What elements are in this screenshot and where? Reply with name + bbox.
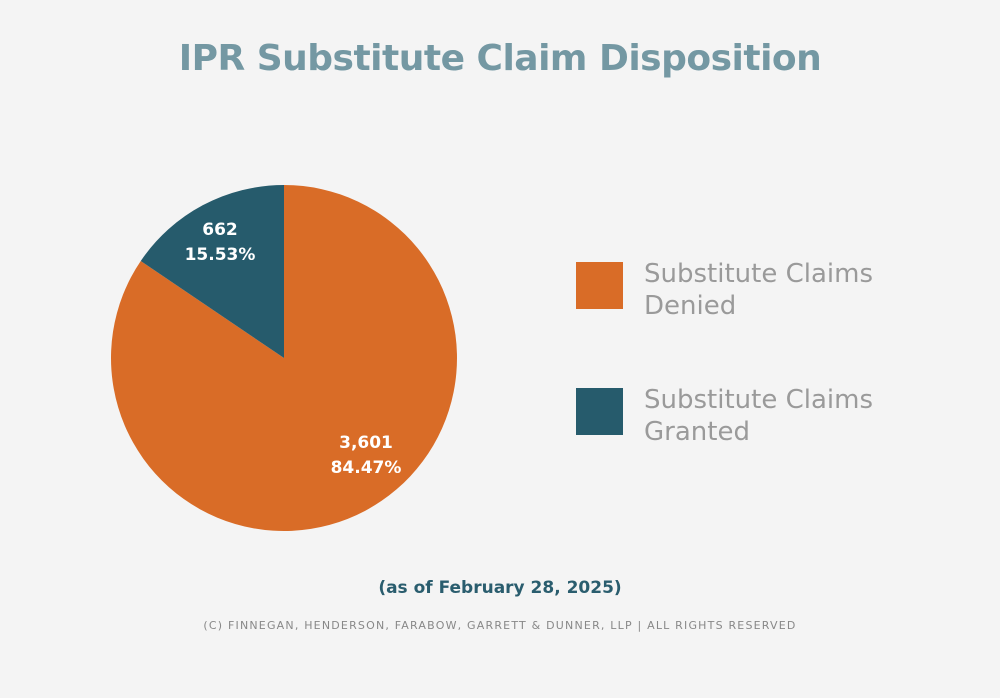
legend-swatch-denied — [576, 262, 623, 309]
chart-title: IPR Substitute Claim Disposition — [178, 38, 822, 79]
pie-slice-granted — [140, 185, 284, 358]
legend-label-granted: Substitute Claims Granted — [644, 385, 873, 447]
copyright-notice: (C) FINNEGAN, HENDERSON, FARABOW, GARRET… — [203, 619, 797, 632]
data-label-granted-percent: 15.53% — [185, 245, 256, 265]
legend-item-denied: Substitute Claims Denied — [576, 258, 904, 322]
data-label-denied-percent: 84.47% — [331, 458, 402, 478]
legend-item-granted: Substitute Claims Granted — [576, 384, 904, 448]
data-label-granted-value: 662 — [202, 220, 238, 240]
legend-swatch-granted — [576, 388, 623, 435]
as-of-date: (as of February 28, 2025) — [378, 578, 622, 598]
data-label-denied-value: 3,601 — [339, 433, 393, 453]
legend-label-denied: Substitute Claims Denied — [644, 259, 873, 321]
